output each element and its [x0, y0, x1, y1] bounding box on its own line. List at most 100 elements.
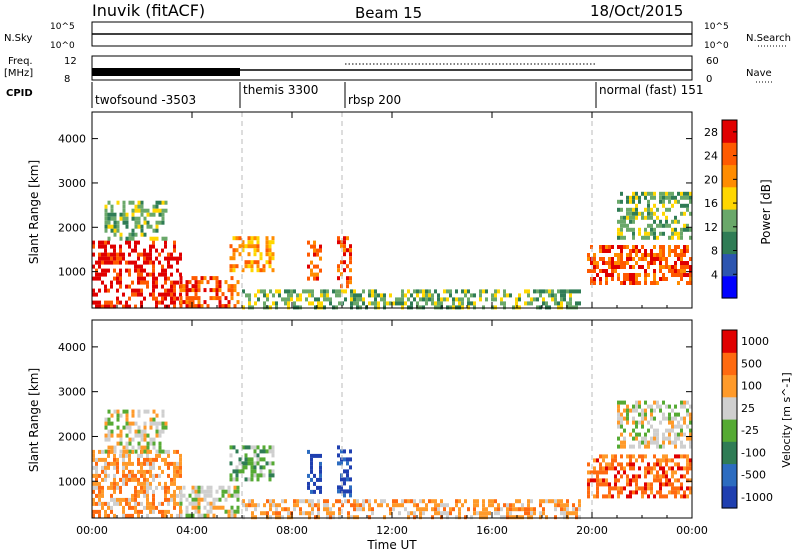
echo-cell: [152, 276, 155, 281]
echo-cell: [416, 293, 419, 298]
echo-cell: [419, 305, 422, 310]
echo-cell: [596, 494, 599, 499]
echo-cell: [242, 289, 245, 294]
echo-cell: [134, 224, 138, 229]
echo-cell: [104, 425, 108, 430]
echo-cell: [340, 244, 343, 249]
echo-cell: [335, 499, 338, 504]
echo-cell: [224, 489, 228, 494]
echo-cell: [350, 301, 353, 306]
echo-cell: [197, 284, 201, 289]
echo-cell: [107, 417, 111, 422]
echo-cell: [632, 428, 635, 433]
echo-cell: [479, 289, 482, 294]
echo-cell: [446, 289, 449, 294]
echo-cell: [563, 507, 566, 512]
echo-cell: [256, 477, 260, 482]
echo-cell: [365, 499, 368, 504]
echo-cell: [215, 284, 219, 289]
echo-cell: [398, 503, 401, 508]
echo-cell: [653, 211, 656, 216]
nsearch-tick-low: 10^0: [704, 41, 729, 51]
echo-cell: [349, 489, 352, 494]
echo-cell: [626, 454, 629, 459]
echo-cell: [140, 445, 144, 450]
echo-cell: [674, 265, 677, 269]
echo-cell: [680, 424, 683, 429]
echo-cell: [179, 465, 182, 470]
echo-cell: [206, 489, 210, 494]
echo-cell: [92, 513, 95, 518]
echo-cell: [686, 412, 689, 417]
echo-cell: [185, 509, 189, 514]
echo-cell: [218, 304, 222, 309]
echo-cell: [437, 507, 440, 512]
echo-cell: [212, 288, 216, 293]
echo-cell: [458, 499, 461, 504]
echo-cell: [152, 409, 156, 414]
echo-cell: [110, 429, 114, 434]
echo-cell: [482, 515, 485, 520]
echo-cell: [659, 231, 662, 236]
echo-cell: [644, 490, 647, 495]
echo-cell: [629, 211, 632, 216]
echo-cell: [149, 465, 152, 470]
echo-cell: [686, 400, 689, 405]
echo-cell: [350, 289, 353, 294]
echo-cell: [653, 231, 656, 236]
echo-cell: [131, 413, 135, 418]
echo-cell: [313, 244, 316, 249]
echo-cell: [349, 252, 352, 257]
echo-cell: [596, 261, 599, 265]
echo-cell: [224, 280, 228, 285]
echo-cell: [272, 293, 275, 298]
echo-cell: [650, 482, 653, 487]
echo-cell: [380, 297, 383, 302]
echo-cell: [125, 409, 129, 414]
echo-cell: [674, 269, 677, 273]
echo-cell: [116, 497, 119, 502]
echo-cell: [647, 273, 650, 277]
echo-cell: [686, 408, 689, 413]
echo-cell: [104, 284, 107, 289]
echo-cell: [626, 195, 629, 200]
echo-cell: [290, 289, 293, 294]
echo-cell: [422, 499, 425, 504]
echo-cell: [434, 301, 437, 306]
echo-cell: [206, 280, 210, 285]
echo-cell: [662, 494, 665, 499]
echo-cell: [539, 293, 542, 298]
echo-cell: [116, 228, 120, 233]
echo-cell: [503, 289, 506, 294]
echo-cell: [665, 494, 668, 499]
echo-cell: [107, 445, 111, 450]
echo-cell: [356, 503, 359, 508]
echo-cell: [92, 252, 95, 257]
echo-cell: [227, 489, 231, 494]
echo-cell: [656, 470, 659, 475]
echo-cell: [271, 453, 275, 458]
echo-cell: [587, 490, 590, 495]
echo-cell: [668, 223, 671, 228]
echo-cell: [686, 261, 689, 265]
echo-cell: [401, 499, 404, 504]
echo-cell: [185, 513, 189, 518]
echo-cell: [137, 224, 141, 229]
echo-cell: [164, 288, 167, 293]
echo-cell: [443, 289, 446, 294]
echo-cell: [104, 260, 107, 265]
echo-cell: [383, 515, 386, 520]
nsearch-tick-high: 10^5: [704, 22, 729, 32]
echo-cell: [316, 248, 319, 253]
echo-cell: [461, 289, 464, 294]
echo-cell: [653, 257, 656, 261]
echo-cell: [122, 212, 126, 217]
echo-cell: [641, 440, 644, 445]
echo-cell: [191, 489, 195, 494]
echo-cell: [551, 293, 554, 298]
echo-cell: [128, 473, 131, 478]
echo-cell: [614, 478, 617, 483]
echo-cell: [575, 305, 578, 310]
echo-cell: [98, 240, 101, 245]
echo-cell: [128, 437, 132, 442]
